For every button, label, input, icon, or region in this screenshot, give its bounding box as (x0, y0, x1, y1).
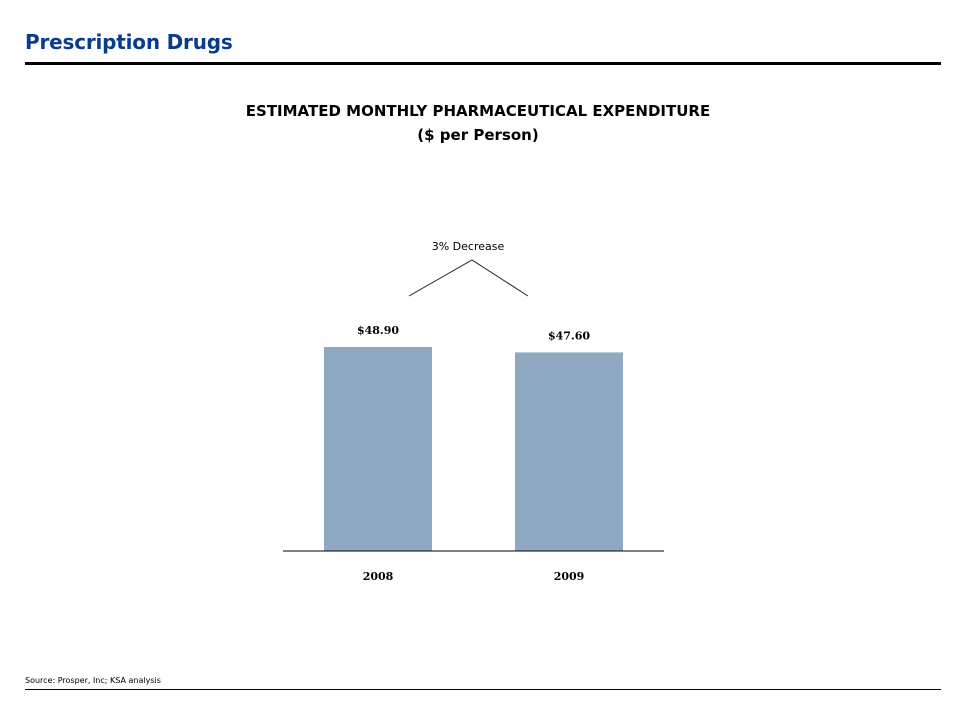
chart-title: ESTIMATED MONTHLY PHARMACEUTICAL EXPENDI… (245, 102, 711, 120)
value-label-2009: $47.60 (548, 329, 590, 342)
chart-subtitle: ($ per Person) (417, 126, 539, 144)
x-tick-label-2009: 2009 (554, 570, 585, 583)
footer-divider (25, 689, 941, 690)
x-tick-label-2008: 2008 (363, 570, 394, 583)
header-divider (25, 62, 941, 65)
value-label-2008: $48.90 (357, 324, 399, 337)
bars-group: $48.90 $47.60 (324, 324, 623, 551)
source-note: Source: Prosper, Inc; KSA analysis (25, 676, 161, 685)
x-tick-labels: 2008 2009 (363, 570, 585, 583)
bar-2009 (515, 352, 623, 551)
chart-title-block: ESTIMATED MONTHLY PHARMACEUTICAL EXPENDI… (0, 99, 956, 147)
annotation-chevron (408, 259, 529, 297)
annotation-label: 3% Decrease (432, 240, 505, 253)
bar-2008 (324, 347, 432, 551)
page-title: Prescription Drugs (25, 30, 233, 54)
